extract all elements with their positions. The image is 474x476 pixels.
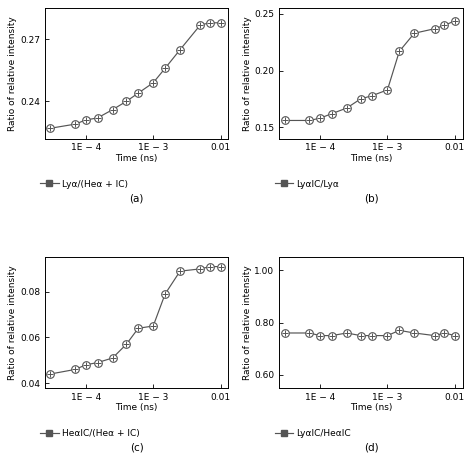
Y-axis label: Ratio of relative intensity: Ratio of relative intensity (243, 265, 252, 380)
Text: (c): (c) (130, 442, 144, 452)
X-axis label: Time (ns): Time (ns) (116, 403, 158, 412)
X-axis label: Time (ns): Time (ns) (350, 154, 392, 163)
Y-axis label: Ratio of relative intensity: Ratio of relative intensity (9, 16, 18, 131)
Text: (a): (a) (129, 193, 144, 203)
Legend: LyαIC/Lyα: LyαIC/Lyα (274, 179, 339, 188)
Legend: LyαIC/HeαIC: LyαIC/HeαIC (274, 429, 351, 437)
Y-axis label: Ratio of relative intensity: Ratio of relative intensity (243, 16, 252, 131)
Legend: HeαIC/(Heα + IC): HeαIC/(Heα + IC) (40, 429, 140, 437)
Y-axis label: Ratio of relative intensity: Ratio of relative intensity (9, 265, 18, 380)
X-axis label: Time (ns): Time (ns) (350, 403, 392, 412)
Text: (b): (b) (364, 193, 378, 203)
X-axis label: Time (ns): Time (ns) (116, 154, 158, 163)
Legend: Lyα/(Heα + IC): Lyα/(Heα + IC) (40, 179, 128, 188)
Text: (d): (d) (364, 442, 378, 452)
